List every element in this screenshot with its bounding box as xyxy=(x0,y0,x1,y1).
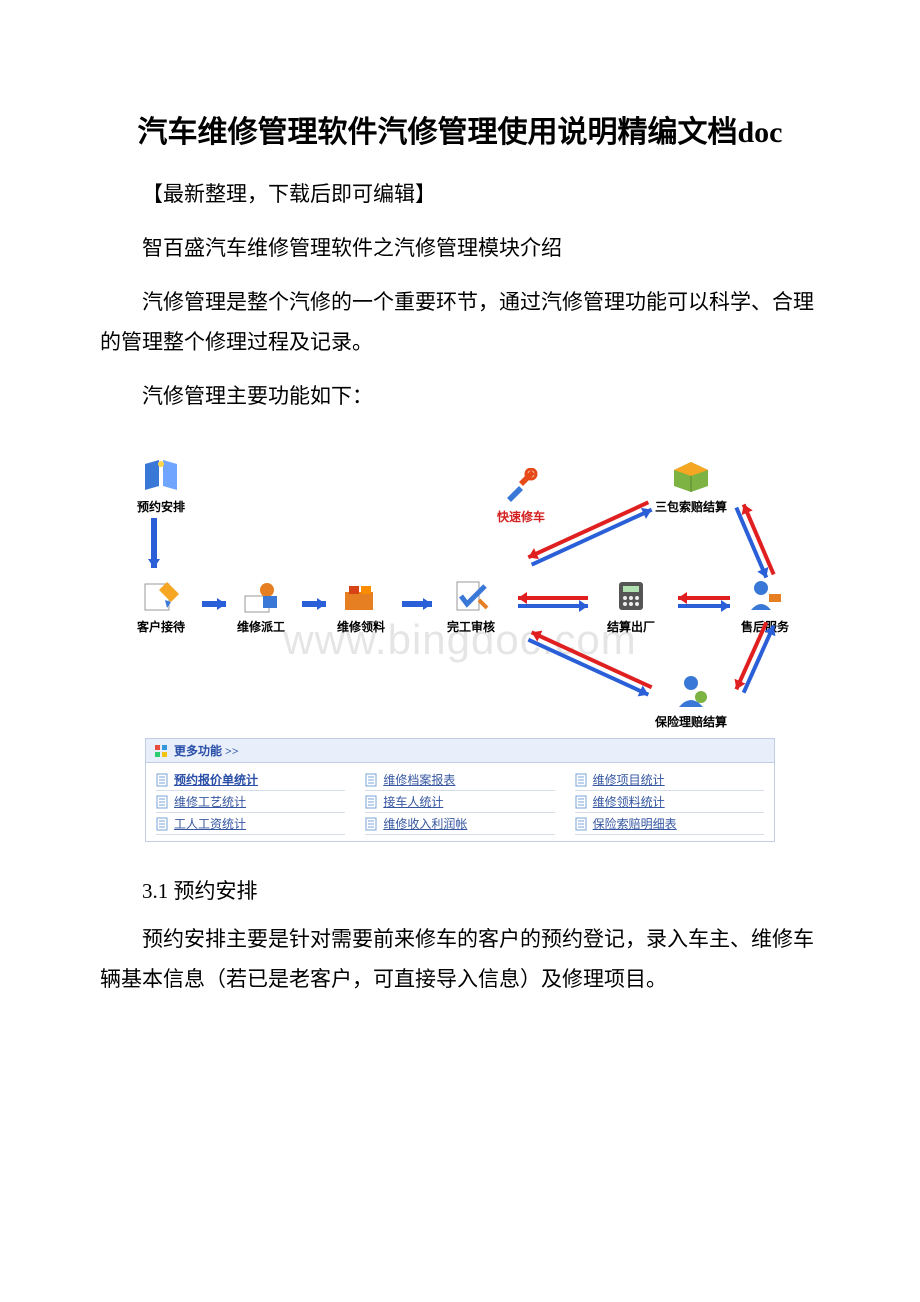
flow-label: 客户接待 xyxy=(120,618,202,635)
flow-node-insurance[interactable]: 保险理赔结算 xyxy=(650,671,732,730)
report-link[interactable]: 工人工资统计 xyxy=(156,813,345,835)
report-icon xyxy=(156,795,168,809)
report-icon xyxy=(365,817,377,831)
worker-icon xyxy=(237,576,285,616)
person-icon xyxy=(667,671,715,711)
flow-label: 维修领料 xyxy=(320,618,402,635)
paragraph-3: 汽修管理是整个汽修的一个重要环节，通过汽修管理功能可以科学、合理的管理整个修理过… xyxy=(100,283,820,363)
report-icon xyxy=(575,795,587,809)
flow-label: 维修派工 xyxy=(220,618,302,635)
report-label: 维修档案报表 xyxy=(383,771,455,788)
section-heading: 3.1 预约安排 xyxy=(100,872,820,912)
flow-label: 保险理赔结算 xyxy=(650,713,732,730)
more-icon xyxy=(154,744,168,758)
report-label: 维修工艺统计 xyxy=(174,793,246,810)
report-label: 维修收入利润帐 xyxy=(383,815,467,832)
paragraph-5: 预约安排主要是针对需要前来修车的客户的预约登记，录入车主、维修车辆基本信息（若已… xyxy=(100,920,820,1000)
report-icon xyxy=(156,817,168,831)
page-title: 汽车维修管理软件汽修管理使用说明精编文档doc xyxy=(100,110,820,155)
panel-header[interactable]: 更多功能 >> xyxy=(145,738,775,763)
flow-node-aftersale[interactable]: 售后服务 xyxy=(724,576,806,635)
panel-header-text: 更多功能 >> xyxy=(174,742,239,759)
report-label: 保险索赔明细表 xyxy=(593,815,677,832)
calc-icon xyxy=(607,576,655,616)
box-icon xyxy=(667,456,715,496)
note-icon xyxy=(137,576,185,616)
flow-node-reception[interactable]: 客户接待 xyxy=(120,576,202,635)
paragraph-2: 智百盛汽车维修管理软件之汽修管理模块介绍 xyxy=(100,229,820,269)
flow-node-sanbao[interactable]: 三包索赔结算 xyxy=(650,456,732,515)
report-icon xyxy=(365,773,377,787)
book-icon xyxy=(137,456,185,496)
flow-label: 完工审核 xyxy=(430,618,512,635)
report-link[interactable]: 维修领料统计 xyxy=(575,791,764,813)
report-icon xyxy=(575,773,587,787)
report-link[interactable]: 保险索赔明细表 xyxy=(575,813,764,835)
check-icon xyxy=(447,576,495,616)
tools-icon xyxy=(497,466,545,506)
flow-node-appointment[interactable]: 预约安排 xyxy=(120,456,202,515)
flow-node-finish[interactable]: 完工审核 xyxy=(430,576,512,635)
flow-node-material[interactable]: 维修领料 xyxy=(320,576,402,635)
report-icon xyxy=(365,795,377,809)
report-link[interactable]: 维修工艺统计 xyxy=(156,791,345,813)
flow-label: 售后服务 xyxy=(724,618,806,635)
flow-node-settlement[interactable]: 结算出厂 xyxy=(590,576,672,635)
flow-node-fastfix[interactable]: 快速修车 xyxy=(480,466,562,525)
report-icon xyxy=(575,817,587,831)
report-label: 维修项目统计 xyxy=(593,771,665,788)
report-link[interactable]: 预约报价单统计 xyxy=(156,769,345,791)
paragraph-1: 【最新整理，下载后即可编辑】 xyxy=(100,175,820,215)
report-link[interactable]: 维修项目统计 xyxy=(575,769,764,791)
report-label: 工人工资统计 xyxy=(174,815,246,832)
flow-node-dispatch[interactable]: 维修派工 xyxy=(220,576,302,635)
report-link[interactable]: 维修收入利润帐 xyxy=(365,813,554,835)
workflow-flowchart: www.bingdoc.com 预约安排快速修车三包索赔结算客户接待维修派工维修… xyxy=(110,446,810,726)
report-label: 预约报价单统计 xyxy=(174,771,258,788)
paragraph-4: 汽修管理主要功能如下： xyxy=(100,377,820,417)
report-link[interactable]: 接车人统计 xyxy=(365,791,554,813)
flow-label: 结算出厂 xyxy=(590,618,672,635)
report-label: 维修领料统计 xyxy=(593,793,665,810)
flow-label: 预约安排 xyxy=(120,498,202,515)
report-link[interactable]: 维修档案报表 xyxy=(365,769,554,791)
reports-panel: 更多功能 >> 预约报价单统计维修工艺统计工人工资统计维修档案报表接车人统计维修… xyxy=(145,738,775,842)
parts-icon xyxy=(337,576,385,616)
service-icon xyxy=(741,576,789,616)
report-icon xyxy=(156,773,168,787)
report-label: 接车人统计 xyxy=(383,793,443,810)
flow-label: 快速修车 xyxy=(480,508,562,525)
flow-label: 三包索赔结算 xyxy=(650,498,732,515)
